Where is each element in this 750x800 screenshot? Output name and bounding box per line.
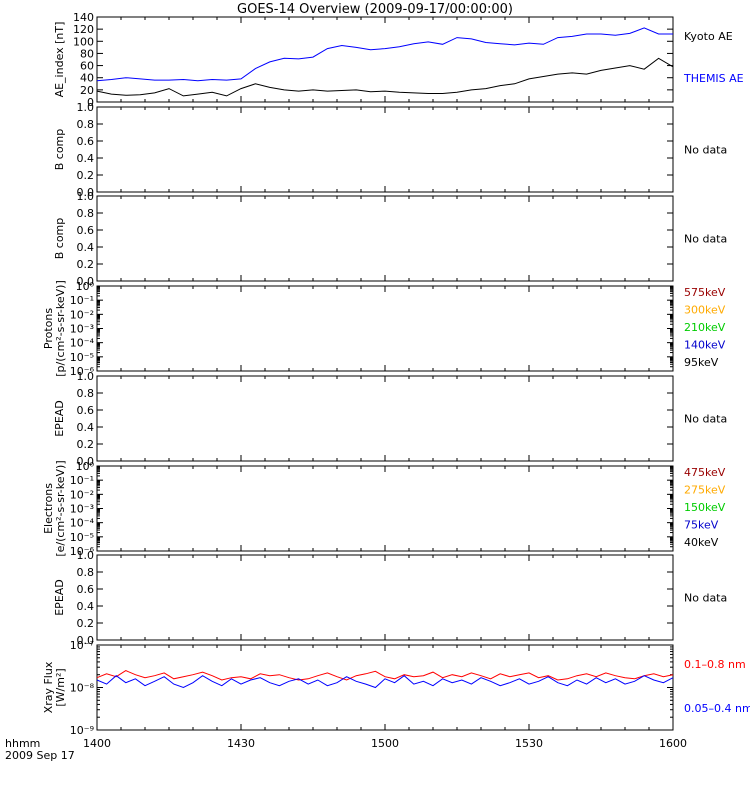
series-line bbox=[96, 675, 674, 689]
y-tick-label: 10⁻¹ bbox=[70, 294, 94, 307]
y-tick-label: 0.2 bbox=[77, 169, 95, 182]
y-tick-label: 0.2 bbox=[77, 258, 95, 271]
legend-entry: Kyoto AE bbox=[684, 30, 733, 43]
y-tick-label: 0.0 bbox=[77, 275, 95, 288]
series-line bbox=[96, 670, 674, 681]
legend-entry: THEMIS AE bbox=[683, 72, 744, 85]
no-data-note: No data bbox=[684, 233, 727, 246]
legend-entry: 575keV bbox=[684, 286, 726, 299]
y-tick-label: 10⁻² bbox=[70, 308, 94, 321]
y-axis-label: B comp bbox=[53, 129, 66, 171]
y-tick-label: 10⁻⁴ bbox=[70, 517, 95, 530]
y-tick-label: 0.2 bbox=[77, 617, 95, 630]
panel-frame bbox=[96, 465, 674, 552]
y-tick-label: 10⁻³ bbox=[70, 323, 94, 336]
panel-frame bbox=[96, 285, 674, 372]
y-tick-label: 0.0 bbox=[77, 186, 95, 199]
legend-entry: 75keV bbox=[684, 519, 719, 532]
y-tick-label: 0.6 bbox=[77, 404, 95, 417]
y-tick-label: 0.4 bbox=[77, 152, 95, 165]
y-tick-label: 0.4 bbox=[77, 241, 95, 254]
x-tick-label: 1430 bbox=[227, 737, 255, 750]
no-data-note: No data bbox=[684, 592, 727, 605]
x-tick-label: 1600 bbox=[659, 737, 687, 750]
y-tick-label: 0.8 bbox=[77, 118, 95, 131]
y-tick-label: 0.6 bbox=[77, 583, 95, 596]
y-tick-label: 100 bbox=[73, 35, 94, 48]
y-axis-label: Xray Flux bbox=[42, 661, 55, 713]
legend-entry: 0.1–0.8 nm bbox=[684, 658, 746, 671]
y-tick-label: 0.8 bbox=[77, 207, 95, 220]
y-axis-units: [p/(cm²-s-sr-keV)] bbox=[54, 280, 67, 377]
y-tick-label: 1.0 bbox=[77, 549, 95, 562]
panel-frame bbox=[96, 375, 674, 462]
legend-entry: 210keV bbox=[684, 321, 726, 334]
y-tick-label: 0.4 bbox=[77, 600, 95, 613]
x-tick-label: 1530 bbox=[515, 737, 543, 750]
y-tick-label: 10⁰ bbox=[76, 460, 95, 473]
y-tick-label: 0.8 bbox=[77, 566, 95, 579]
y-axis-label: EPEAD bbox=[53, 579, 66, 616]
y-tick-label: 140 bbox=[73, 11, 94, 24]
legend-entry: 95keV bbox=[684, 356, 719, 369]
y-tick-label: 1.0 bbox=[77, 101, 95, 114]
y-axis-units: [e/(cm²-s-sr-keV)] bbox=[54, 460, 67, 556]
panel-frame bbox=[96, 195, 674, 282]
y-tick-label: 0.0 bbox=[77, 634, 95, 647]
legend-entry: 475keV bbox=[684, 466, 726, 479]
legend-entry: 140keV bbox=[684, 339, 726, 352]
y-tick-label: 10⁻⁷ bbox=[70, 639, 94, 652]
y-tick-label: 40 bbox=[80, 72, 94, 85]
y-tick-label: 10⁻¹ bbox=[70, 474, 94, 487]
y-axis-units: [W/m²] bbox=[54, 668, 67, 706]
y-tick-label: 20 bbox=[80, 84, 94, 97]
panel-frame bbox=[96, 16, 674, 103]
series-line bbox=[96, 57, 674, 97]
y-tick-label: 0.0 bbox=[77, 455, 95, 468]
panel-frame bbox=[96, 106, 674, 193]
y-tick-label: 0.2 bbox=[77, 438, 95, 451]
y-tick-label: 10⁻⁴ bbox=[70, 337, 95, 350]
y-tick-label: 0 bbox=[87, 96, 94, 109]
y-tick-label: 1.0 bbox=[77, 370, 95, 383]
x-axis-date: 2009 Sep 17 bbox=[5, 749, 75, 762]
y-axis-label: B comp bbox=[53, 218, 66, 260]
y-tick-label: 0.6 bbox=[77, 224, 95, 237]
y-tick-label: 60 bbox=[80, 60, 94, 73]
y-tick-label: 10⁻² bbox=[70, 488, 94, 501]
y-tick-label: 120 bbox=[73, 23, 94, 36]
y-tick-label: 1.0 bbox=[77, 190, 95, 203]
legend-entry: 300keV bbox=[684, 304, 726, 317]
x-tick-label: 1500 bbox=[371, 737, 399, 750]
y-tick-label: 10⁰ bbox=[76, 280, 95, 293]
series-line bbox=[96, 27, 673, 82]
y-tick-label: 10⁻⁵ bbox=[70, 531, 94, 544]
y-tick-label: 0.6 bbox=[77, 135, 95, 148]
no-data-note: No data bbox=[684, 144, 727, 157]
y-tick-label: 10⁻⁸ bbox=[70, 682, 95, 695]
y-tick-label: 10⁻⁵ bbox=[70, 351, 94, 364]
legend-entry: 0.05–0.4 nm bbox=[684, 702, 750, 715]
y-tick-label: 80 bbox=[80, 47, 94, 60]
x-tick-label: 1400 bbox=[83, 737, 111, 750]
panel-frame bbox=[96, 554, 674, 641]
y-axis-label: EPEAD bbox=[53, 400, 66, 437]
legend-entry: 150keV bbox=[684, 501, 726, 514]
y-tick-label: 10⁻⁶ bbox=[70, 365, 95, 378]
y-tick-label: 10⁻⁹ bbox=[70, 724, 94, 737]
no-data-note: No data bbox=[684, 413, 727, 426]
y-axis-label: Protons bbox=[42, 308, 55, 349]
y-tick-label: 10⁻³ bbox=[70, 503, 94, 516]
y-tick-label: 10⁻⁶ bbox=[70, 545, 95, 558]
page-title: GOES-14 Overview (2009-09-17/00:00:00) bbox=[237, 2, 513, 17]
legend-entry: 40keV bbox=[684, 536, 719, 549]
y-tick-label: 0.8 bbox=[77, 387, 95, 400]
x-axis-label: hhmm bbox=[5, 737, 40, 750]
legend-entry: 275keV bbox=[684, 484, 726, 497]
y-axis-label: Electrons bbox=[42, 483, 55, 534]
y-axis-label: AE_index [nT] bbox=[53, 22, 66, 98]
y-tick-label: 0.4 bbox=[77, 421, 95, 434]
